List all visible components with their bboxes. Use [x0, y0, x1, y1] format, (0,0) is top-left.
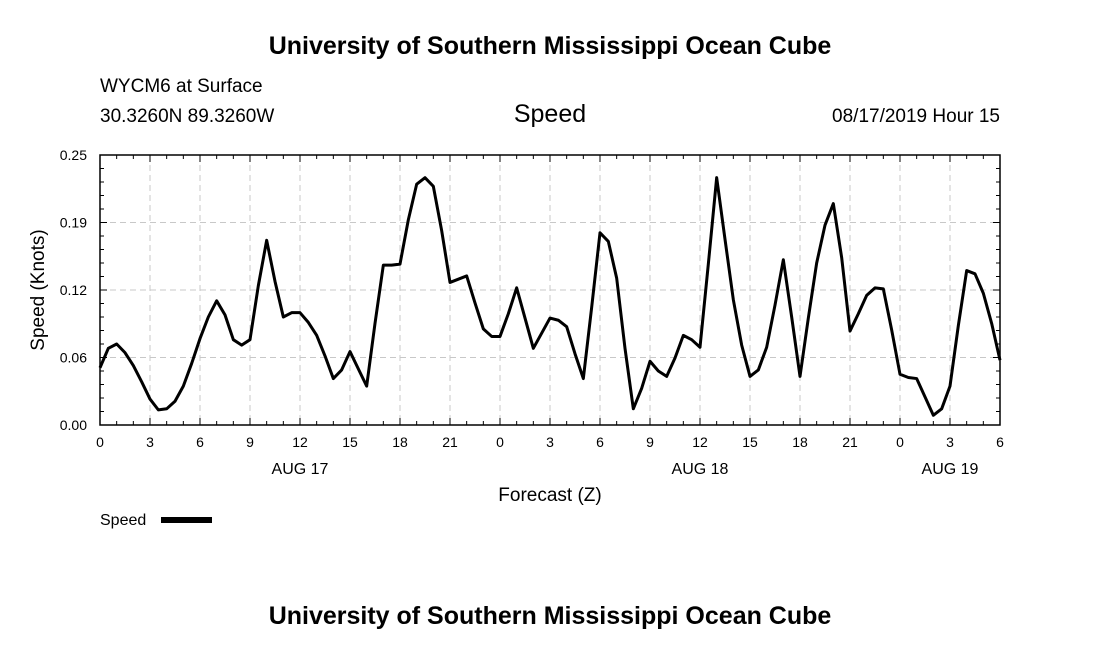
- chart-labels: 0 3 6 9 12 15 18 21 0 3 6 9 12 15 18 21 0 3 6 0.00 0.06 0.12 0…: [60, 147, 1004, 478]
- x-tick-label: 18: [392, 434, 408, 450]
- y-tick-label: 0.19: [60, 215, 87, 231]
- x-tick-label: 9: [246, 434, 254, 450]
- x-tick-label: 12: [692, 434, 708, 450]
- x-tick-label: 0: [896, 434, 904, 450]
- x-tick-label: 15: [342, 434, 358, 450]
- x-tick-label: 12: [292, 434, 308, 450]
- chart-grid: [100, 155, 1000, 425]
- station-name: WYCM6 at Surface: [100, 76, 263, 97]
- y-tick-label: 0.00: [60, 417, 87, 433]
- legend-label: Speed: [100, 512, 146, 529]
- y-tick-label: 0.12: [60, 282, 87, 298]
- x-axis-title: Forecast (Z): [498, 485, 601, 506]
- forecast-datetime: 08/17/2019 Hour 15: [832, 106, 1000, 127]
- x-tick-label: 6: [996, 434, 1004, 450]
- x-tick-label: 3: [546, 434, 554, 450]
- chart-title: Speed: [513, 100, 587, 128]
- x-tick-label: 6: [196, 434, 204, 450]
- station-coords: 30.3260N 89.3260W: [100, 106, 275, 127]
- y-axis-title: Speed (Knots): [28, 229, 49, 350]
- date-label: AUG 19: [922, 461, 979, 478]
- x-tick-label: 3: [946, 434, 954, 450]
- date-label: AUG 18: [672, 461, 729, 478]
- x-tick-label: 6: [596, 434, 604, 450]
- date-label: AUG 17: [272, 461, 329, 478]
- top-title: University of Southern Mississippi Ocean…: [268, 32, 832, 60]
- x-tick-label: 0: [496, 434, 504, 450]
- y-tick-label: 0.06: [60, 350, 87, 366]
- x-tick-label: 21: [842, 434, 858, 450]
- x-tick-label: 9: [646, 434, 654, 450]
- y-tick-label: 0.25: [60, 147, 87, 163]
- series-line-speed: [98, 176, 1002, 417]
- x-tick-label: 21: [442, 434, 458, 450]
- bottom-title: University of Southern Mississippi Ocean…: [268, 602, 832, 630]
- x-tick-label: 0: [96, 434, 104, 450]
- x-tick-label: 3: [146, 434, 154, 450]
- x-tick-label: 18: [792, 434, 808, 450]
- x-tick-label: 15: [742, 434, 758, 450]
